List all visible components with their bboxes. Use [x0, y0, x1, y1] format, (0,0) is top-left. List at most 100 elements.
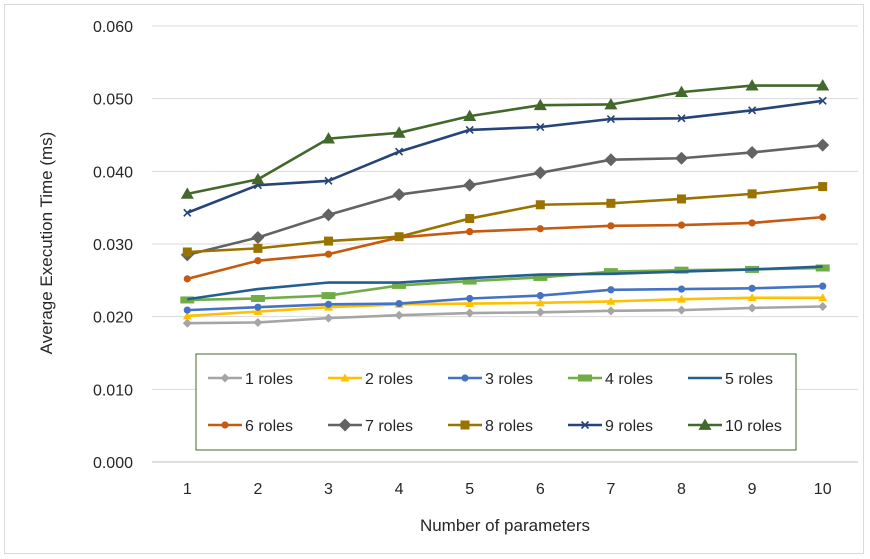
data-point-8-roles — [253, 244, 262, 253]
legend-label: 10 roles — [725, 418, 782, 435]
series-7-roles — [181, 139, 829, 262]
data-point-7-roles — [463, 179, 476, 192]
legend-label: 3 roles — [485, 371, 533, 388]
legend: 1 roles 2 roles 3 roles 4 roles 5 roles 6 rol… — [196, 354, 796, 450]
legend-label: 2 roles — [365, 371, 413, 388]
x-tick-label: 9 — [748, 481, 757, 498]
y-tick-labels: 0.000 0.010 0.020 0.030 0.040 0.050 0.060 — [93, 19, 133, 472]
series-line-4-roles — [187, 268, 822, 300]
x-tick-label: 7 — [606, 481, 615, 498]
data-point-6-roles — [254, 257, 261, 264]
data-point-3-roles — [537, 292, 544, 299]
y-tick-label: 0.020 — [93, 310, 133, 327]
x-tick-label: 6 — [536, 481, 545, 498]
x-tick-labels: 1 2 3 4 5 6 7 8 9 10 — [183, 481, 832, 498]
data-point-6-roles — [466, 228, 473, 235]
data-point-1-roles — [183, 319, 192, 328]
data-point-3-roles — [466, 295, 473, 302]
data-point-7-roles — [675, 152, 688, 165]
legend-label: 7 roles — [365, 418, 413, 435]
data-point-8-roles — [183, 247, 192, 256]
x-tick-label: 8 — [677, 481, 686, 498]
data-point-7-roles — [393, 188, 406, 201]
data-point-1-roles — [395, 311, 404, 320]
x-axis-label: Number of parameters — [420, 516, 590, 535]
legend-marker — [461, 421, 470, 430]
data-point-3-roles — [254, 304, 261, 311]
data-point-1-roles — [677, 306, 686, 315]
data-point-8-roles — [606, 199, 615, 208]
legend-marker — [221, 421, 228, 428]
data-point-8-roles — [748, 189, 757, 198]
data-point-8-roles — [818, 182, 827, 191]
legend-box — [196, 354, 796, 450]
data-point-1-roles — [748, 303, 757, 312]
y-axis-label: Average Execution Time (ms) — [37, 132, 56, 355]
x-tick-label: 3 — [324, 481, 333, 498]
series-8-roles — [183, 182, 827, 256]
data-point-3-roles — [184, 307, 191, 314]
data-point-3-roles — [396, 300, 403, 307]
legend-label: 5 roles — [725, 371, 773, 388]
data-point-1-roles — [606, 306, 615, 315]
x-tick-label: 2 — [253, 481, 262, 498]
series-10-roles — [181, 79, 829, 199]
data-point-1-roles — [324, 314, 333, 323]
x-tick-label: 4 — [395, 481, 404, 498]
data-point-4-roles — [322, 292, 336, 299]
data-point-6-roles — [607, 222, 614, 229]
legend-label: 6 roles — [245, 418, 293, 435]
y-tick-label: 0.050 — [93, 92, 133, 109]
series-5-roles — [187, 267, 822, 300]
legend-marker — [578, 375, 592, 382]
x-tick-label: 10 — [814, 481, 832, 498]
series-line-8-roles — [187, 187, 822, 252]
data-point-8-roles — [536, 200, 545, 209]
data-point-7-roles — [746, 146, 759, 159]
legend-label: 8 roles — [485, 418, 533, 435]
data-point-3-roles — [678, 285, 685, 292]
data-point-8-roles — [677, 194, 686, 203]
data-point-4-roles — [251, 295, 265, 302]
data-point-6-roles — [537, 225, 544, 232]
y-tick-label: 0.040 — [93, 164, 133, 181]
series-line-7-roles — [187, 145, 822, 255]
data-point-7-roles — [322, 208, 335, 221]
data-point-6-roles — [325, 251, 332, 258]
series-line-10-roles — [187, 86, 822, 194]
data-point-7-roles — [604, 153, 617, 166]
legend-label: 4 roles — [605, 371, 653, 388]
legend-label: 1 roles — [245, 371, 293, 388]
series-line-5-roles — [187, 267, 822, 300]
data-point-3-roles — [607, 286, 614, 293]
data-point-6-roles — [819, 214, 826, 221]
data-point-6-roles — [749, 219, 756, 226]
data-point-6-roles — [678, 222, 685, 229]
data-point-3-roles — [749, 285, 756, 292]
series-9-roles — [184, 97, 826, 216]
data-point-8-roles — [395, 232, 404, 241]
legend-marker — [461, 374, 468, 381]
data-point-6-roles — [184, 275, 191, 282]
y-tick-label: 0.000 — [93, 455, 133, 472]
data-point-7-roles — [816, 139, 829, 152]
y-tick-label: 0.030 — [93, 237, 133, 254]
data-point-3-roles — [819, 283, 826, 290]
data-point-1-roles — [253, 318, 262, 327]
y-tick-label: 0.060 — [93, 19, 133, 36]
series-layer — [180, 79, 829, 328]
data-point-7-roles — [534, 166, 547, 179]
y-tick-label: 0.010 — [93, 382, 133, 399]
data-point-8-roles — [324, 237, 333, 246]
legend-label: 9 roles — [605, 418, 653, 435]
series-6-roles — [184, 214, 827, 283]
data-point-1-roles — [536, 308, 545, 317]
x-tick-label: 1 — [183, 481, 192, 498]
data-point-10-roles — [251, 173, 264, 184]
data-point-8-roles — [465, 214, 474, 223]
x-tick-label: 5 — [465, 481, 474, 498]
data-point-1-roles — [818, 302, 827, 311]
data-point-3-roles — [325, 301, 332, 308]
data-point-7-roles — [251, 231, 264, 244]
